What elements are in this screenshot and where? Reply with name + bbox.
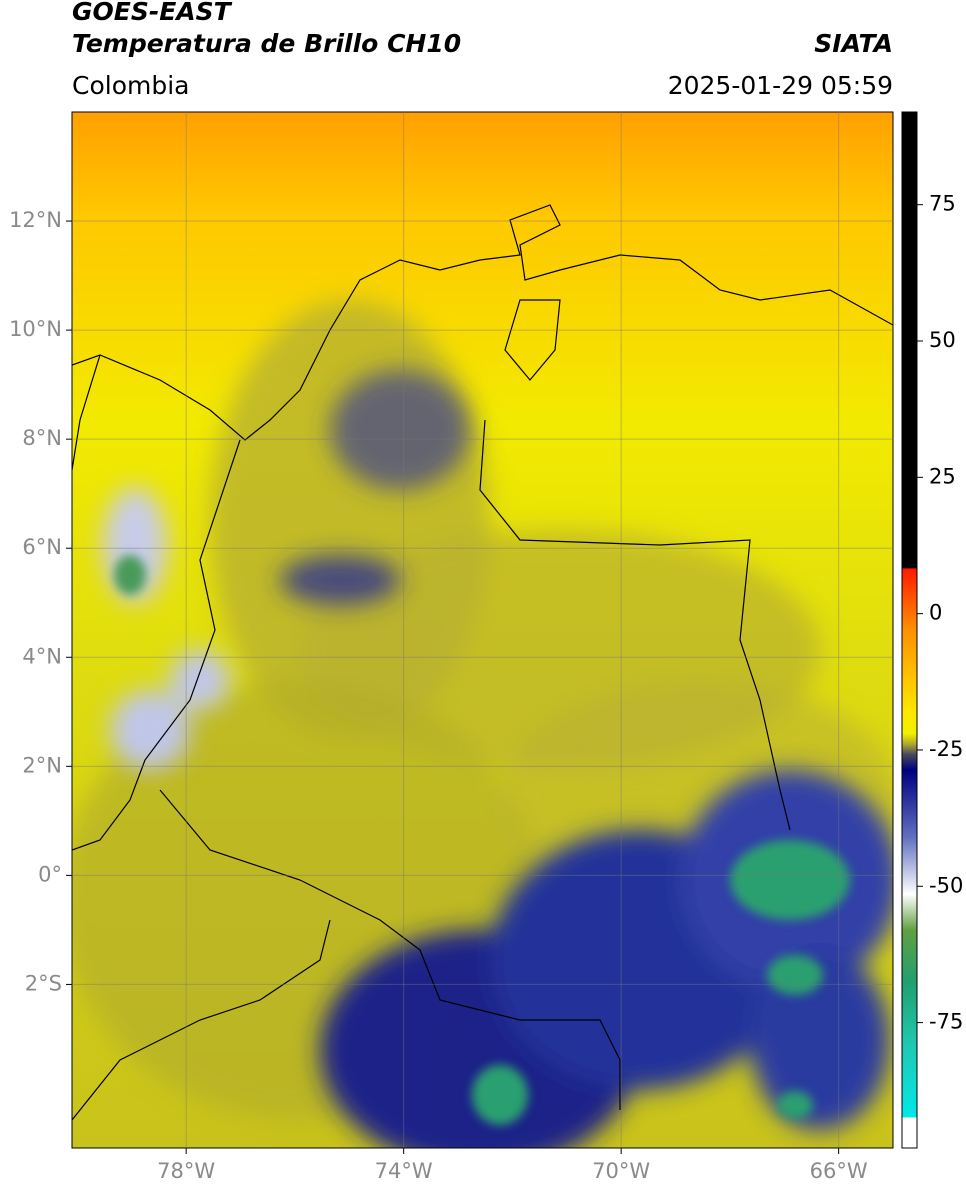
product: Temperatura de Brillo CH10 [72,29,461,58]
colorbar-tick-label: 50 [929,328,956,352]
cloud-core [114,555,850,1125]
colorbar-tick-label: -25 [929,737,963,761]
satellite: GOES-EAST [72,0,233,26]
colorbar-tick-label: -75 [929,1010,963,1034]
borders [72,204,893,1121]
source: SIATA [814,29,893,58]
x-tick-label: 66°W [810,1159,868,1183]
map-frame [71,111,894,1149]
y-tick-label: 12°N [9,208,62,232]
y-tick-label: 8°N [22,426,62,450]
datetime: 2025-01-29 05:59 [668,71,893,100]
colorbar-tick-label: 0 [929,601,942,625]
satellite-image [72,112,893,1148]
x-tick-label: 70°W [592,1159,650,1183]
x-tick-label: 78°W [157,1159,215,1183]
colorbar-tick-label: -50 [929,873,963,897]
y-tick-label: 6°N [22,535,62,559]
x-tick-label: 74°W [375,1159,433,1183]
cloud-blue [103,370,893,1148]
y-tick-label: 4°N [22,644,62,668]
colorbar-tick-label: 25 [929,464,956,488]
colorbar-tick-label: 75 [929,192,956,216]
y-tick-label: 10°N [9,317,62,341]
y-tick-label: 2°S [25,971,62,995]
colorbar [901,111,918,1149]
region: Colombia [72,71,189,100]
y-tick-label: 2°N [22,753,62,777]
y-tick-label: 0° [38,862,62,886]
